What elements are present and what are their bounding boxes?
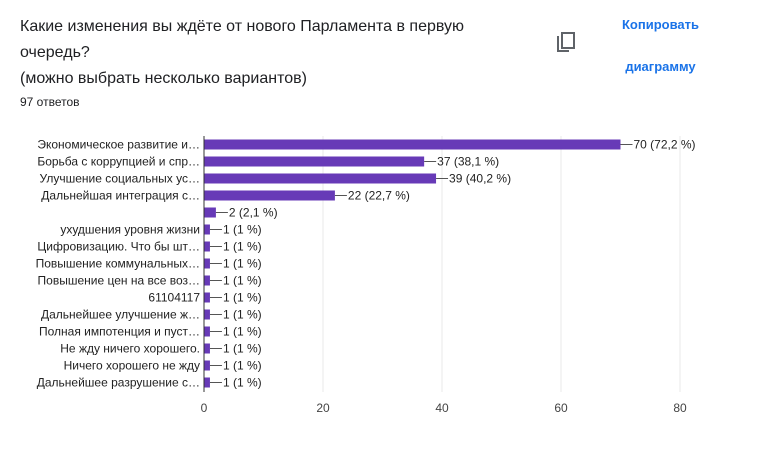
category-label: Повышение коммунальных…: [36, 257, 200, 271]
data-label: 1 (1 %): [223, 274, 262, 288]
data-label: 70 (72,2 %): [634, 138, 696, 152]
category-label: Улучшение социальных ус…: [40, 172, 200, 186]
category-label: Цифровизацию. Что бы шт…: [37, 240, 200, 254]
data-label: 1 (1 %): [223, 359, 262, 373]
category-label: Повышение цен на все воз…: [38, 274, 200, 288]
x-tick-label: 60: [554, 401, 568, 415]
category-label: 61104117: [148, 291, 200, 305]
data-label: 39 (40,2 %): [449, 172, 511, 186]
category-label: Полная импотенция и пуст…: [39, 325, 200, 339]
x-tick-label: 20: [316, 401, 330, 415]
x-tick-label: 80: [673, 401, 687, 415]
copy-chart-button[interactable]: Копировать диаграмму: [608, 14, 713, 78]
data-label: 2 (2,1 %): [229, 206, 278, 220]
category-label: Не жду ничего хорошего.: [60, 342, 200, 356]
bar: [204, 309, 210, 320]
data-label: 1 (1 %): [223, 240, 262, 254]
category-label: ухудшения уровня жизни: [60, 223, 200, 237]
bar: [204, 190, 335, 201]
data-label: 1 (1 %): [223, 376, 262, 390]
question-subtitle: (можно выбрать несколько вариантов): [20, 70, 307, 87]
data-label: 1 (1 %): [223, 342, 262, 356]
category-label: Дальнейшее улучшение ж…: [41, 308, 200, 322]
bar: [204, 258, 210, 269]
bar: [204, 292, 210, 303]
copy-chart-label: диаграмму: [625, 59, 696, 74]
bar: [204, 156, 425, 167]
x-tick-label: 40: [435, 401, 449, 415]
data-label: 1 (1 %): [223, 223, 262, 237]
data-label: 1 (1 %): [223, 325, 262, 339]
category-label: Экономическое развитие и…: [37, 138, 200, 152]
question-title-line: очередь?: [20, 44, 90, 61]
bar: [204, 224, 210, 235]
x-tick-label: 0: [201, 401, 208, 415]
response-count: 97 ответов: [20, 95, 80, 109]
bar: [204, 207, 216, 218]
data-label: 37 (38,1 %): [437, 155, 499, 169]
data-label: 1 (1 %): [223, 291, 262, 305]
bar: [204, 173, 437, 184]
copy-icon[interactable]: [556, 32, 576, 54]
data-label: 1 (1 %): [223, 257, 262, 271]
data-label: 1 (1 %): [223, 308, 262, 322]
bar: [204, 139, 621, 150]
bar: [204, 241, 210, 252]
category-label: Борьба с коррупцией и спр…: [37, 155, 200, 169]
bar: [204, 377, 210, 388]
question-title-line: Какие изменения вы ждёте от нового Парла…: [20, 18, 465, 35]
copy-chart-label: Копировать: [621, 17, 699, 32]
category-label: Дальнейшее разрушение с…: [37, 376, 200, 390]
bar: [204, 326, 210, 337]
bar: [204, 360, 210, 371]
category-label: Дальнейшая интеграция с…: [41, 189, 200, 203]
data-label: 22 (22,7 %): [348, 189, 410, 203]
category-label: Ничего хорошего не жду: [64, 359, 200, 373]
question-title: Какие изменения вы ждёте от нового Парла…: [20, 14, 520, 92]
bar: [204, 275, 210, 286]
bar: [204, 343, 210, 354]
